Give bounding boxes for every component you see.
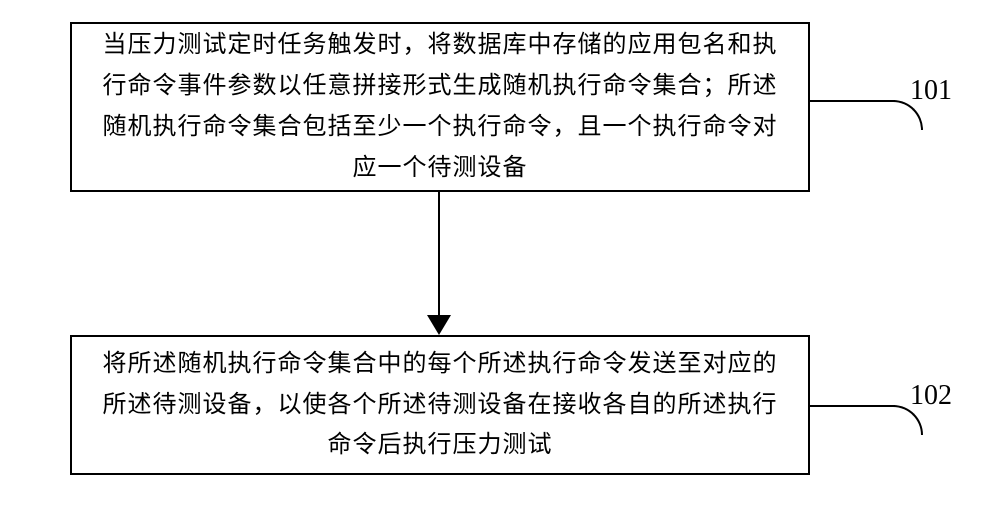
connector-line-102 <box>810 405 895 407</box>
arrow-head-icon <box>427 315 451 335</box>
flow-step-102-text: 将所述随机执行命令集合中的每个所述执行命令发送至对应的所述待测设备，以使各个所述… <box>102 344 778 466</box>
step-label-101: 101 <box>910 75 952 107</box>
flow-step-101: 当压力测试定时任务触发时，将数据库中存储的应用包名和执行命令事件参数以任意拼接形… <box>70 22 810 192</box>
flowchart-container: 当压力测试定时任务触发时，将数据库中存储的应用包名和执行命令事件参数以任意拼接形… <box>0 0 1000 520</box>
connector-line-101 <box>810 100 895 102</box>
flow-step-101-text: 当压力测试定时任务触发时，将数据库中存储的应用包名和执行命令事件参数以任意拼接形… <box>102 25 778 188</box>
arrow-line <box>438 192 440 322</box>
flow-step-102: 将所述随机执行命令集合中的每个所述执行命令发送至对应的所述待测设备，以使各个所述… <box>70 335 810 475</box>
step-label-102: 102 <box>910 380 952 412</box>
